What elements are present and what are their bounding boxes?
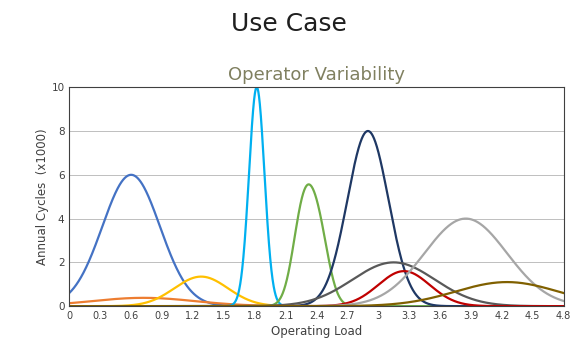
Title: Operator Variability: Operator Variability xyxy=(228,66,405,84)
Y-axis label: Annual Cycles  (x1000): Annual Cycles (x1000) xyxy=(36,129,49,265)
Text: Use Case: Use Case xyxy=(231,12,347,36)
X-axis label: Operating Load: Operating Load xyxy=(271,325,362,338)
